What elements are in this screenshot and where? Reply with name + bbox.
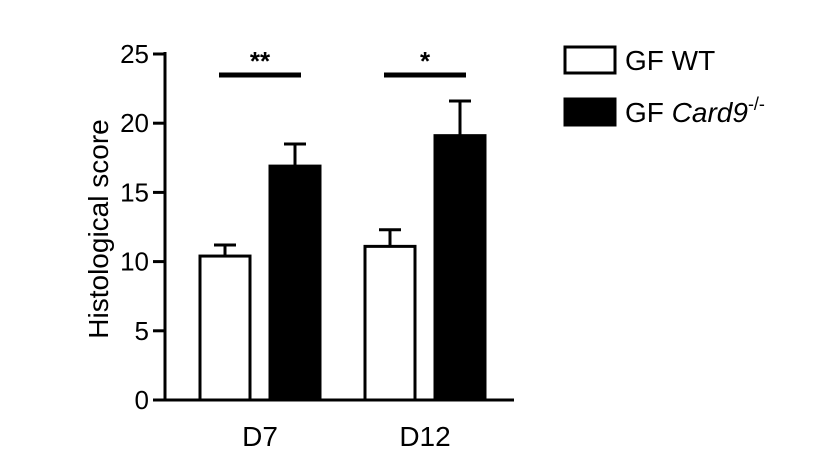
x-tick-label-d12: D12 — [399, 421, 450, 452]
y-tick-label: 25 — [120, 39, 149, 69]
y-tick-label: 0 — [135, 385, 149, 415]
y-tick-label: 5 — [135, 316, 149, 346]
legend-label-1: GF Card9-/- — [625, 94, 765, 128]
bar-d12-series-1 — [433, 134, 487, 402]
y-tick-label: 10 — [120, 247, 149, 277]
significance-label: * — [420, 46, 431, 76]
bars — [198, 99, 487, 402]
x-tick-label-d7: D7 — [242, 421, 278, 452]
x-axis-labels: D7 D12 — [242, 421, 451, 452]
y-axis-label: Histological score — [83, 119, 114, 338]
legend-swatch-0 — [563, 45, 617, 75]
y-tick-label: 20 — [120, 108, 149, 138]
bar-d12-series-0 — [363, 244, 417, 402]
legend-label-0: GF WT — [625, 45, 715, 76]
y-tick-label: 15 — [120, 177, 149, 207]
bar-d7-series-0 — [198, 254, 252, 402]
y-axis-ticks: 0 5 10 15 20 25 — [120, 39, 165, 415]
legend-swatch-1 — [563, 97, 617, 127]
significance-label: ** — [250, 46, 271, 76]
legend: GF WT GF Card9-/- — [563, 45, 765, 128]
significance-markers: ** * — [219, 46, 466, 78]
bar-d7-series-1 — [268, 164, 322, 402]
